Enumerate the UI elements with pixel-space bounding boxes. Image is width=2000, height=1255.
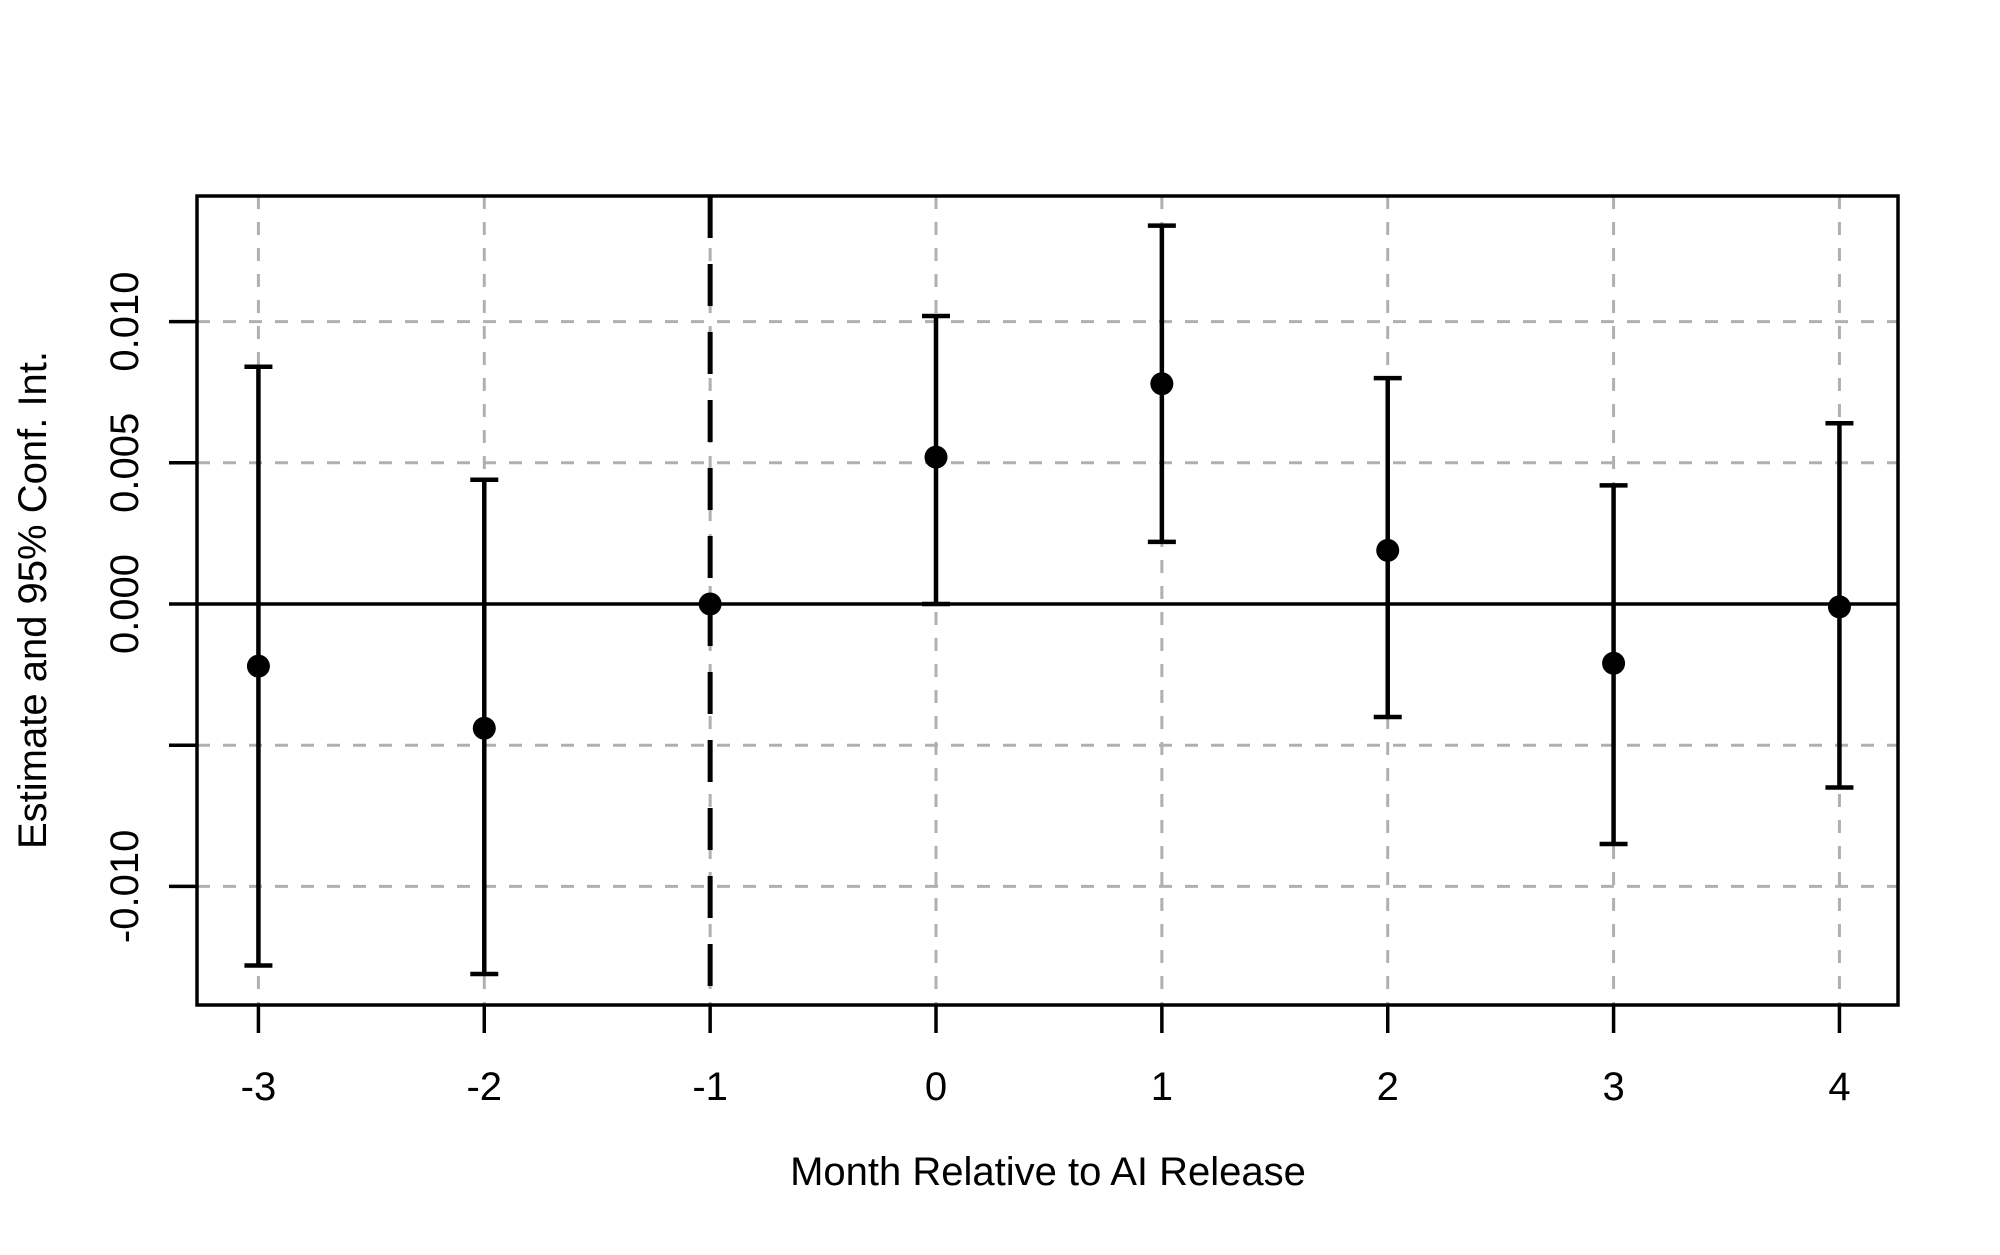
data-point	[698, 592, 722, 616]
axis-layer	[169, 194, 1900, 1033]
x-tick-label: 0	[925, 1065, 947, 1109]
x-tick-label: -2	[466, 1065, 502, 1109]
y-tick-label: 0.010	[103, 272, 147, 372]
x-tick-label: -3	[241, 1065, 277, 1109]
data-point	[1376, 538, 1400, 562]
x-tick-label: 2	[1377, 1065, 1399, 1109]
x-tick-label: 1	[1151, 1065, 1173, 1109]
data-point	[1602, 651, 1626, 675]
grid-layer	[197, 196, 1898, 1005]
y-tick-label: 0.005	[103, 413, 147, 513]
plot-border	[195, 194, 1900, 1007]
data-point	[472, 716, 496, 740]
y-axis-title: Estimate and 95% Conf. Int.	[11, 351, 55, 849]
y-tick-label: 0.000	[103, 554, 147, 654]
data-point	[924, 445, 948, 469]
x-tick-label: -1	[692, 1065, 728, 1109]
data-layer	[244, 223, 1854, 977]
x-tick-label: 4	[1828, 1065, 1850, 1109]
reference-lines-layer	[197, 196, 1898, 1005]
data-point	[246, 654, 270, 678]
y-tick-label: -0.010	[103, 830, 147, 943]
tick-label-layer: -3 -2 -1 0 1 2 3 4 0.010 0.005 0.000 -0.010	[103, 272, 1851, 1109]
x-axis-title: Month Relative to AI Release	[790, 1150, 1306, 1194]
data-point	[1150, 372, 1174, 396]
x-tick-label: 3	[1602, 1065, 1624, 1109]
data-point	[1827, 595, 1851, 619]
